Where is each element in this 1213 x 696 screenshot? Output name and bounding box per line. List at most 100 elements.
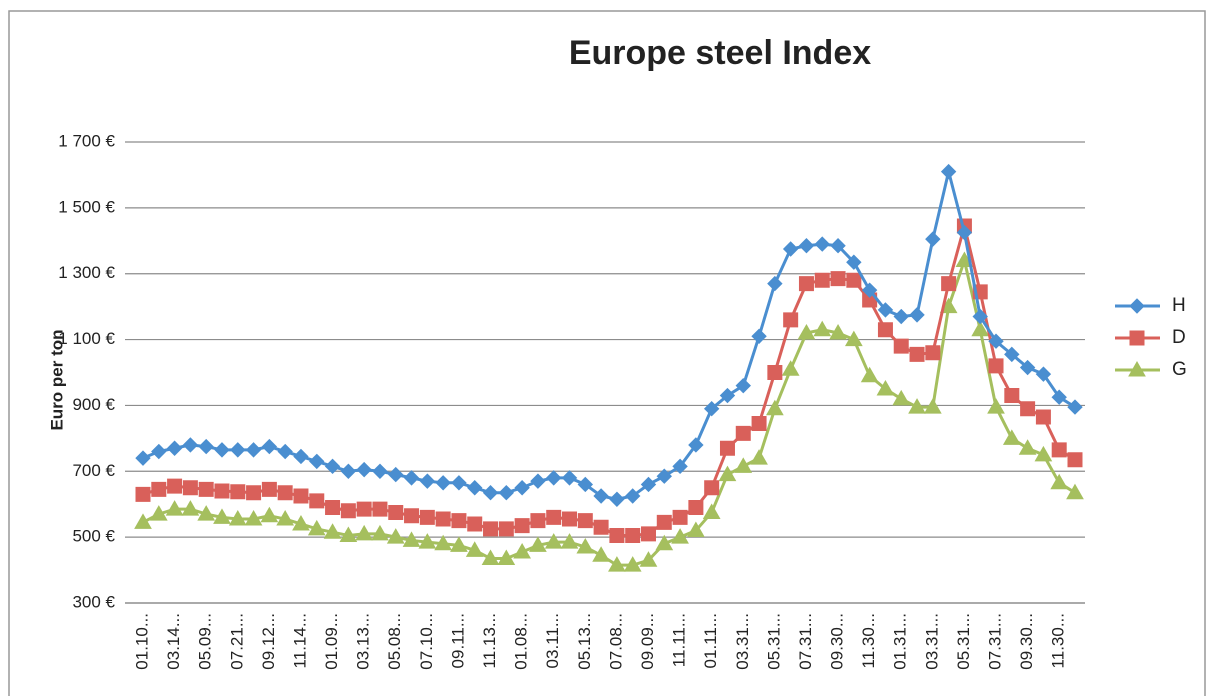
- data-point: [623, 556, 642, 572]
- data-point: [925, 231, 941, 247]
- data-point: [608, 556, 626, 572]
- data-point: [766, 399, 784, 416]
- data-point: [719, 387, 736, 404]
- data-point: [245, 442, 262, 458]
- data-point: [751, 416, 767, 432]
- data-point: [876, 379, 895, 396]
- data-point: [467, 480, 483, 496]
- data-point: [182, 437, 199, 453]
- data-point: [640, 476, 657, 493]
- data-point: [781, 360, 800, 376]
- data-point: [1004, 388, 1020, 404]
- data-point: [467, 516, 483, 532]
- data-point: [450, 536, 468, 552]
- data-point: [514, 480, 530, 496]
- data-point: [704, 480, 720, 496]
- data-point: [293, 488, 309, 504]
- data-point: [702, 503, 721, 519]
- data-point: [418, 533, 437, 549]
- data-point: [419, 473, 436, 489]
- data-point: [734, 457, 753, 473]
- data-point: [609, 491, 625, 507]
- data-point: [1035, 409, 1051, 425]
- data-point: [372, 463, 388, 479]
- data-point: [277, 485, 293, 501]
- data-point: [814, 272, 830, 288]
- data-point: [497, 549, 516, 566]
- data-point: [877, 322, 893, 338]
- data-point: [671, 528, 689, 544]
- x-tick-label: 07.08...: [606, 613, 625, 670]
- legend-marker: [1128, 360, 1146, 377]
- x-tick-label: 01.09...: [322, 613, 341, 670]
- x-tick-label: 09.12...: [259, 613, 278, 670]
- data-point: [767, 275, 783, 292]
- data-point: [735, 377, 751, 394]
- legend-label: H: [1172, 295, 1186, 316]
- data-point: [435, 511, 451, 527]
- data-point: [230, 442, 246, 458]
- y-tick-label: 1 500 €: [58, 197, 115, 216]
- data-point: [324, 458, 341, 475]
- data-point: [214, 483, 230, 499]
- data-point: [246, 485, 262, 501]
- data-point: [546, 470, 562, 486]
- data-point: [909, 307, 925, 323]
- data-point: [672, 458, 688, 475]
- data-point: [814, 236, 830, 252]
- data-point: [909, 346, 925, 362]
- x-tick-label: 03.11...: [543, 613, 562, 668]
- data-point: [323, 523, 342, 539]
- data-point: [846, 254, 862, 270]
- data-point: [356, 461, 372, 478]
- data-point: [451, 513, 467, 529]
- data-point: [656, 514, 672, 530]
- data-point: [655, 534, 674, 551]
- data-point: [309, 453, 325, 470]
- data-point: [482, 484, 499, 501]
- y-tick-label: 1 300 €: [58, 263, 115, 282]
- x-tick-label: 05.09...: [196, 613, 215, 670]
- data-point: [434, 534, 452, 551]
- data-point: [165, 500, 184, 516]
- data-point: [877, 302, 894, 318]
- y-tick-label: 700 €: [72, 461, 115, 480]
- data-point: [767, 365, 783, 380]
- data-point: [893, 338, 909, 354]
- data-point: [1067, 452, 1083, 468]
- data-point: [593, 488, 609, 504]
- data-point: [751, 328, 767, 344]
- data-point: [893, 308, 909, 325]
- data-point: [419, 509, 435, 525]
- data-point: [640, 526, 656, 542]
- data-point: [372, 501, 388, 517]
- y-tick-label: 300 €: [72, 592, 115, 611]
- x-tick-label: 07.31...: [796, 613, 815, 670]
- x-tick-label: 03.31...: [922, 613, 941, 670]
- data-point: [750, 449, 768, 465]
- data-point: [735, 425, 751, 441]
- legend-marker: [1129, 330, 1145, 346]
- data-point: [830, 271, 846, 287]
- data-point: [1034, 445, 1053, 462]
- x-tick-label: 07.31...: [986, 613, 1005, 670]
- data-point: [861, 282, 878, 298]
- data-point: [639, 551, 658, 567]
- data-point: [988, 333, 1004, 349]
- data-point: [293, 448, 309, 465]
- y-axis-label: Euro per ton: [47, 329, 66, 430]
- data-point: [782, 241, 799, 257]
- x-tick-label: 03.31...: [733, 613, 752, 670]
- data-point: [1051, 389, 1067, 405]
- data-point: [355, 524, 374, 541]
- data-point: [340, 503, 356, 519]
- x-tick-label: 09.11...: [448, 613, 467, 668]
- x-tick-label: 09.09...: [638, 613, 657, 670]
- x-tick-label: 03.14...: [164, 613, 183, 670]
- x-tick-label: 09.30...: [1017, 613, 1036, 670]
- data-point: [624, 488, 641, 504]
- data-point: [829, 323, 847, 340]
- data-point: [149, 505, 168, 521]
- data-point: [1067, 399, 1083, 415]
- data-point: [197, 505, 216, 521]
